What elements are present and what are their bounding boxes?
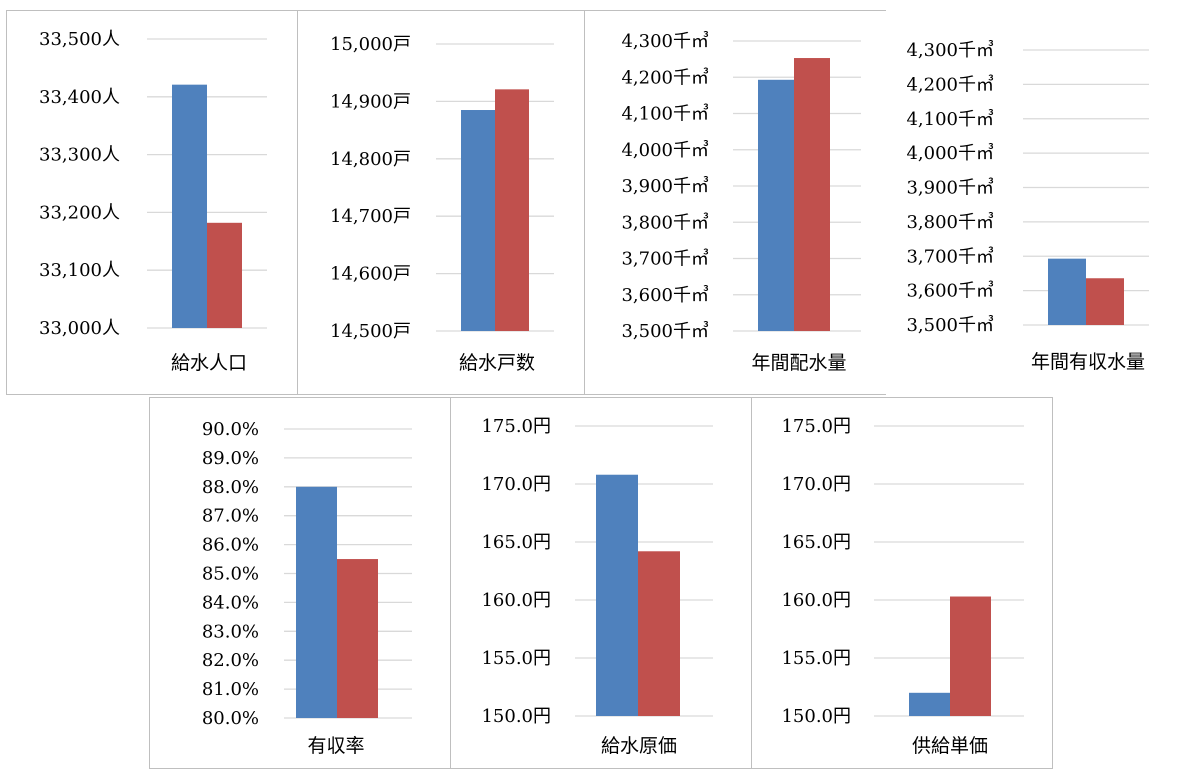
chart-panel-7: 150.0円 155.0円 160.0円 165.0円 170.0円 175.0円供給単価 <box>751 397 1053 769</box>
y-tick-label: 155.0円 <box>781 648 851 669</box>
y-tick-label: 33,300人 <box>39 145 120 166</box>
bar-series-2 <box>1086 278 1124 325</box>
y-tick-label: 84.0% <box>202 592 259 613</box>
bar-series-1 <box>596 474 638 716</box>
y-tick-label: 33,500人 <box>39 29 120 50</box>
y-tick-label: 4,100千㎥ <box>906 109 994 130</box>
chart-panel-6: 150.0円 155.0円 160.0円 165.0円 170.0円 175.0円給水原価 <box>450 397 752 769</box>
y-tick-label: 89.0% <box>202 448 259 469</box>
bar-series-2 <box>337 559 378 718</box>
y-tick-label: 170.0円 <box>781 474 851 495</box>
bar-series-1 <box>909 692 950 716</box>
y-tick-label: 33,100人 <box>39 260 120 281</box>
y-tick-label: 175.0円 <box>781 416 851 437</box>
bar-series-1 <box>461 110 495 331</box>
y-tick-label: 3,800千㎥ <box>906 212 994 233</box>
y-tick-label: 3,900千㎥ <box>906 178 994 199</box>
y-tick-label: 85.0% <box>202 564 259 585</box>
category-label: 給水人口 <box>171 352 247 374</box>
category-label: 給水戸数 <box>459 352 535 374</box>
bar-series-1 <box>1048 258 1086 325</box>
y-tick-label: 3,800千㎥ <box>621 212 709 233</box>
bar-series-1 <box>172 84 207 328</box>
category-label: 年間有収水量 <box>1031 351 1145 373</box>
chart-svg-4: 3,500千㎥ 3,600千㎥ 3,700千㎥ 3,800千㎥ 3,900千㎥ 4,000… <box>906 40 1149 373</box>
y-tick-label: 3,700千㎥ <box>621 249 709 270</box>
y-tick-label: 4,000千㎥ <box>621 140 709 161</box>
y-tick-label: 14,500戸 <box>330 321 411 342</box>
y-tick-label: 4,200千㎥ <box>906 74 994 95</box>
y-tick-label: 88.0% <box>202 477 259 498</box>
y-tick-label: 90.0% <box>202 419 259 440</box>
bar-series-1 <box>758 79 794 331</box>
bar-series-2 <box>638 551 680 716</box>
chart-svg-5: 80.0% 81.0% 82.0% 83.0% 84.0% 85.0% 86.0% 87.0%… <box>202 419 412 757</box>
y-tick-label: 170.0円 <box>481 474 551 495</box>
bar-series-2 <box>950 596 991 716</box>
y-tick-label: 33,200人 <box>39 202 120 223</box>
bar-series-2 <box>207 222 242 328</box>
category-label: 給水原価 <box>601 735 677 757</box>
bar-series-2 <box>794 58 830 331</box>
y-tick-label: 165.0円 <box>781 532 851 553</box>
y-tick-label: 175.0円 <box>481 416 551 437</box>
y-tick-label: 3,500千㎥ <box>906 315 994 336</box>
y-tick-label: 150.0円 <box>481 706 551 727</box>
category-label: 有収率 <box>307 735 364 757</box>
y-tick-label: 150.0円 <box>781 706 851 727</box>
y-tick-label: 14,900戸 <box>330 91 411 112</box>
y-tick-label: 80.0% <box>202 708 259 729</box>
chart-svg-3: 3,500千㎥ 3,600千㎥ 3,700千㎥ 3,800千㎥ 3,900千㎥ 4,000… <box>621 31 861 374</box>
y-tick-label: 14,800戸 <box>330 149 411 170</box>
y-tick-label: 4,000千㎥ <box>906 143 994 164</box>
chart-panel-2: 14,500戸 14,600戸 14,700戸 14,800戸 14,900戸 15,00… <box>297 10 585 395</box>
y-tick-label: 4,100千㎥ <box>621 104 709 125</box>
y-tick-label: 155.0円 <box>481 648 551 669</box>
category-label: 供給単価 <box>912 735 988 757</box>
y-tick-label: 4,200千㎥ <box>621 67 709 88</box>
y-tick-label: 87.0% <box>202 506 259 527</box>
y-tick-label: 86.0% <box>202 535 259 556</box>
y-tick-label: 82.0% <box>202 650 259 671</box>
y-tick-label: 160.0円 <box>481 590 551 611</box>
y-tick-label: 3,500千㎥ <box>621 321 709 342</box>
y-tick-label: 14,700戸 <box>330 206 411 227</box>
y-tick-label: 3,600千㎥ <box>906 281 994 302</box>
y-tick-label: 3,600千㎥ <box>621 285 709 306</box>
bar-series-1 <box>296 486 337 718</box>
y-tick-label: 3,700千㎥ <box>906 246 994 267</box>
y-tick-label: 15,000戸 <box>330 34 411 55</box>
bar-series-2 <box>495 89 529 331</box>
y-tick-label: 14,600戸 <box>330 264 411 285</box>
y-tick-label: 4,300千㎥ <box>906 40 994 61</box>
chart-panel-4: 3,500千㎥ 3,600千㎥ 3,700千㎥ 3,800千㎥ 3,900千㎥ 4,000… <box>886 10 1194 395</box>
chart-panel-3: 3,500千㎥ 3,600千㎥ 3,700千㎥ 3,800千㎥ 3,900千㎥ 4,000… <box>584 10 887 395</box>
y-tick-label: 3,900千㎥ <box>621 176 709 197</box>
chart-panel-5: 80.0% 81.0% 82.0% 83.0% 84.0% 85.0% 86.0% 87.0%… <box>149 397 451 769</box>
y-tick-label: 4,300千㎥ <box>621 31 709 52</box>
y-tick-label: 81.0% <box>202 679 259 700</box>
category-label: 年間配水量 <box>751 352 846 374</box>
chart-svg-1: 33,000人 33,100人 33,200人 33,300人 33,400人 33,50… <box>39 29 267 374</box>
chart-svg-2: 14,500戸 14,600戸 14,700戸 14,800戸 14,900戸 15,00… <box>330 34 554 374</box>
y-tick-label: 165.0円 <box>481 532 551 553</box>
y-tick-label: 33,000人 <box>39 318 120 339</box>
chart-panel-1: 33,000人 33,100人 33,200人 33,300人 33,400人 33,50… <box>6 10 298 395</box>
y-tick-label: 83.0% <box>202 621 259 642</box>
y-tick-label: 33,400人 <box>39 87 120 108</box>
y-tick-label: 160.0円 <box>781 590 851 611</box>
